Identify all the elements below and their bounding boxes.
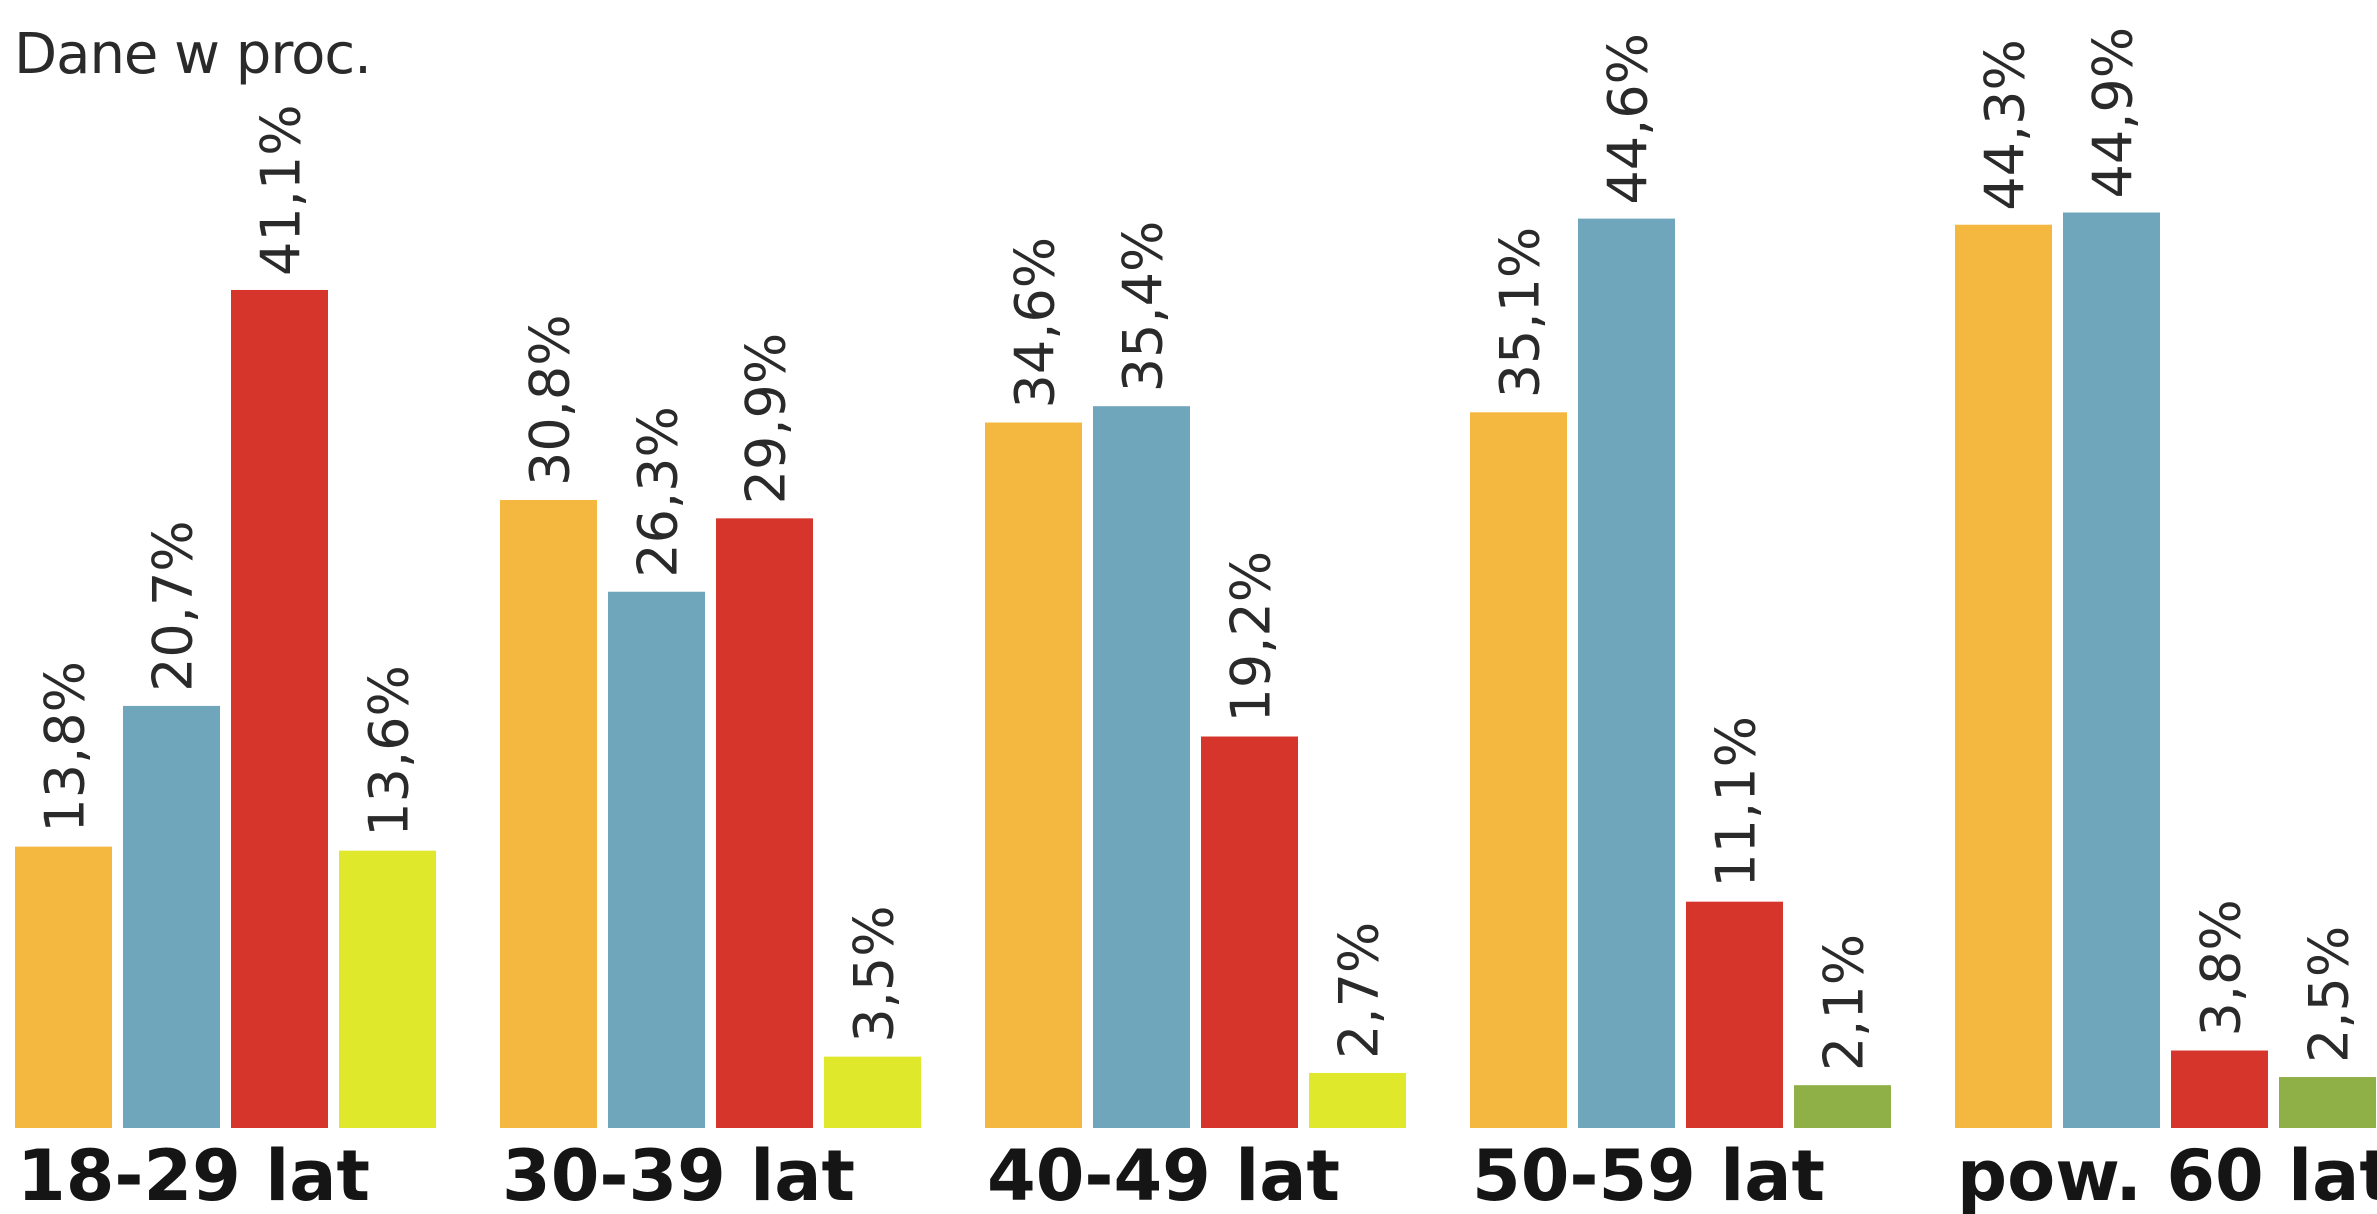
bar bbox=[716, 518, 813, 1128]
bar bbox=[1578, 218, 1675, 1128]
bar bbox=[1470, 412, 1567, 1128]
bar-value-label: 41,1% bbox=[250, 104, 313, 276]
bar-value-label: 20,7% bbox=[142, 520, 205, 692]
bar bbox=[1201, 736, 1298, 1128]
bar-value-label: 19,2% bbox=[1220, 551, 1283, 723]
bar bbox=[824, 1056, 921, 1128]
bar bbox=[123, 705, 220, 1128]
bar bbox=[1794, 1085, 1891, 1128]
bar bbox=[2171, 1050, 2268, 1128]
bar bbox=[1686, 901, 1783, 1128]
bar-value-label: 2,5% bbox=[2298, 926, 2361, 1063]
category-label: 40-49 lat bbox=[987, 1135, 1340, 1214]
bar-value-label: 35,4% bbox=[1112, 221, 1175, 393]
bar-value-label: 44,6% bbox=[1597, 33, 1660, 205]
bar bbox=[231, 289, 328, 1128]
bar bbox=[2279, 1077, 2376, 1128]
bar-value-label: 13,6% bbox=[358, 665, 421, 837]
bar-value-label: 11,1% bbox=[1705, 716, 1768, 888]
bar-value-label: 26,3% bbox=[627, 406, 690, 578]
bar-value-label: 3,8% bbox=[2190, 899, 2253, 1036]
bar-value-label: 44,3% bbox=[1974, 39, 2037, 211]
bar bbox=[500, 499, 597, 1128]
chart-subtitle: Dane w proc. bbox=[14, 22, 372, 87]
bar bbox=[1093, 406, 1190, 1129]
bar bbox=[1955, 224, 2052, 1128]
bar bbox=[2063, 212, 2160, 1128]
bar-value-label: 13,8% bbox=[34, 661, 97, 833]
bar-value-label: 30,8% bbox=[519, 314, 582, 486]
bar bbox=[339, 850, 436, 1128]
category-label: 18-29 lat bbox=[17, 1135, 370, 1214]
category-label: pow. 60 lat bbox=[1957, 1135, 2377, 1214]
bar-value-label: 2,7% bbox=[1328, 922, 1391, 1059]
bar-value-label: 2,1% bbox=[1813, 934, 1876, 1071]
bar bbox=[608, 591, 705, 1128]
category-label: 30-39 lat bbox=[502, 1135, 855, 1214]
bar bbox=[985, 422, 1082, 1129]
bar bbox=[1309, 1072, 1406, 1128]
bar-value-label: 35,1% bbox=[1489, 227, 1552, 399]
bar-value-label: 3,5% bbox=[843, 905, 906, 1042]
bar-value-label: 29,9% bbox=[735, 333, 798, 505]
bar bbox=[15, 846, 112, 1128]
bar-value-label: 44,9% bbox=[2082, 27, 2145, 199]
bar-value-label: 34,6% bbox=[1004, 237, 1067, 409]
category-label: 50-59 lat bbox=[1472, 1135, 1825, 1214]
